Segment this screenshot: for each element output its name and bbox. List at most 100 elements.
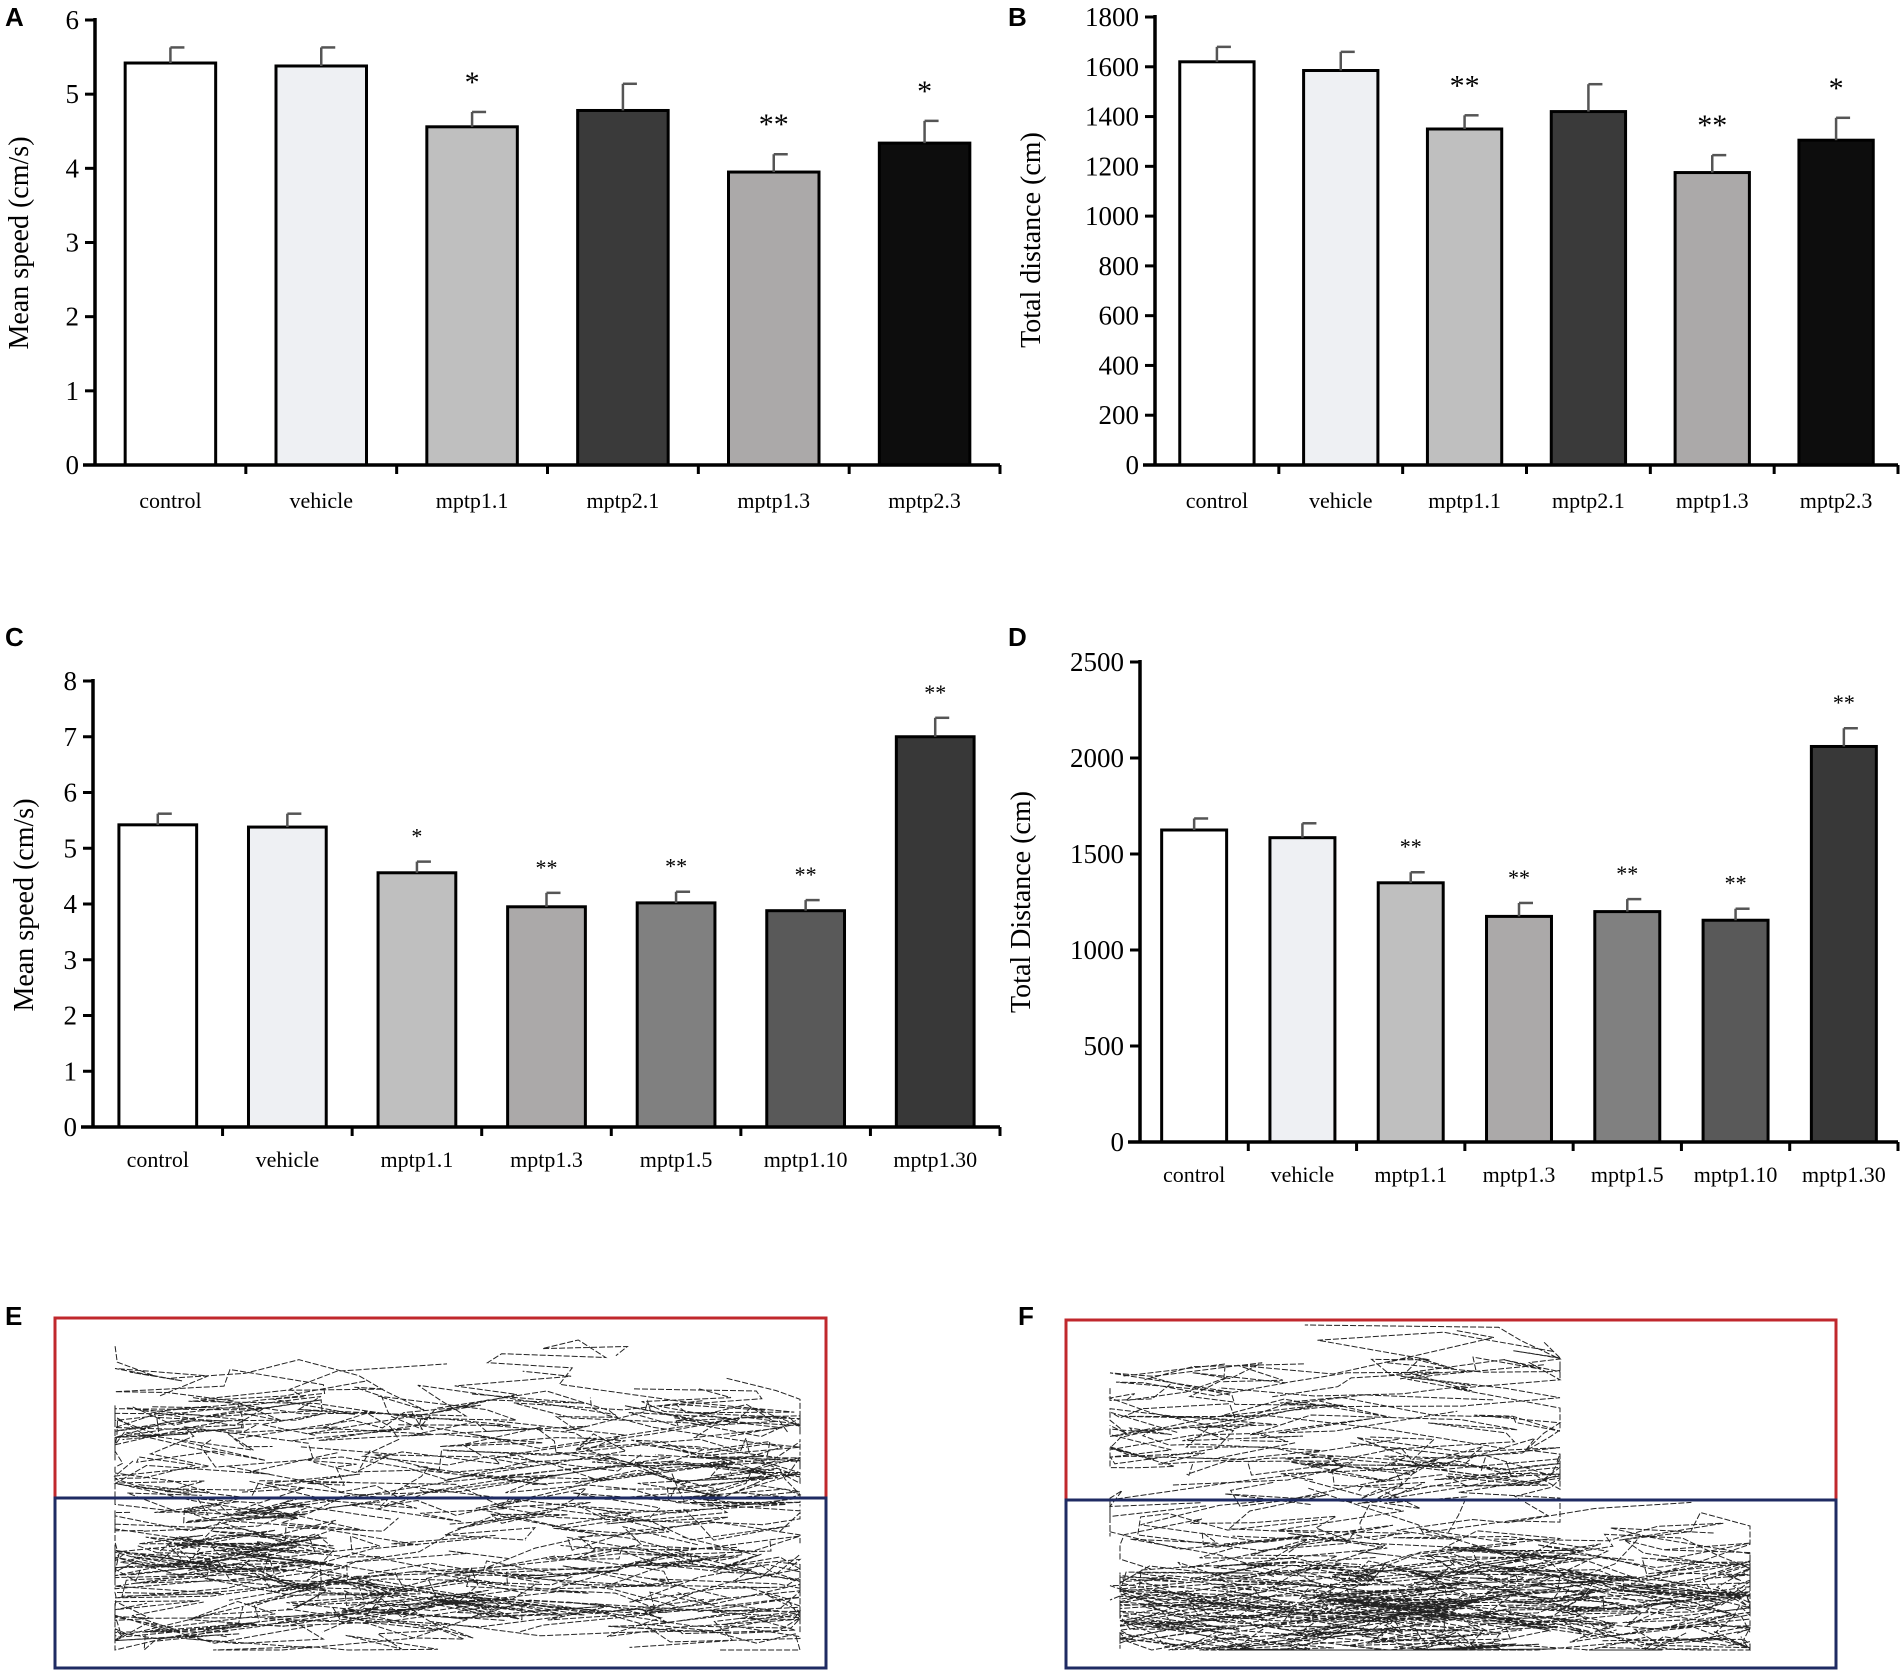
- chart-c-y-tick-label: 6: [64, 778, 78, 808]
- chart-c-significance: **: [536, 855, 558, 880]
- chart-c-y-tick-label: 3: [64, 945, 78, 975]
- chart-c-y-tick-label: 7: [64, 722, 78, 752]
- chart-b-bar-control: [1178, 60, 1256, 467]
- chart-a-bar-mptp2.3: [877, 141, 972, 467]
- chart-a-y-tick-label: 5: [66, 79, 80, 109]
- chart-a-y-tick-label: 3: [66, 228, 80, 258]
- chart-d-category-label: mptp1.3: [1483, 1162, 1556, 1187]
- chart-c-y-tick-label: 8: [64, 666, 78, 696]
- chart-c-category-label: mptp1.10: [764, 1147, 848, 1172]
- chart-b-y-tick-label: 0: [1126, 450, 1140, 480]
- chart-a-significance: *: [465, 66, 480, 99]
- chart-a-y-tick-label: 6: [66, 5, 80, 35]
- track-f-path-trace: [1118, 1501, 1752, 1651]
- chart-c-bar-mptp1.1: [376, 871, 458, 1129]
- chart-a-y-axis-label: Mean speed (cm/s): [4, 136, 35, 349]
- panel-letter-e: E: [5, 1301, 22, 1331]
- chart-b-category-label: mptp1.1: [1428, 488, 1501, 513]
- chart-d-bar-mptp1.30: [1809, 744, 1878, 1144]
- chart-c-significance: **: [795, 862, 817, 887]
- chart-b-significance: *: [1829, 72, 1844, 105]
- chart-c-bar-vehicle: [246, 825, 328, 1129]
- track-f: [1064, 1318, 1838, 1670]
- panel-letter-f: F: [1018, 1301, 1034, 1331]
- chart-a-bar-mptp1.3: [727, 170, 821, 467]
- chart-d-significance: **: [1725, 871, 1747, 896]
- chart-b-y-tick-label: 1000: [1085, 201, 1139, 231]
- chart-a-y-tick-label: 1: [66, 376, 80, 406]
- chart-b-bar-mptp2.3: [1797, 138, 1875, 467]
- chart-b-y-tick-label: 600: [1099, 301, 1140, 331]
- panel-letter-a: A: [5, 2, 24, 32]
- track-e-path: [113, 1339, 802, 1652]
- track-f-path-trace: [1108, 1324, 1562, 1601]
- chart-d-bar-mptp1.3: [1485, 914, 1553, 1144]
- chart-a-y-tick-label: 4: [66, 153, 80, 183]
- chart-d-y-tick-label: 2000: [1070, 743, 1124, 773]
- chart-c-category-label: vehicle: [256, 1147, 320, 1172]
- chart-a-category-label: mptp2.1: [587, 488, 660, 513]
- chart-c-significance: **: [665, 854, 687, 879]
- track-e-bottom-zone: [53, 1496, 828, 1670]
- chart-d-y-tick-label: 1500: [1070, 839, 1124, 869]
- chart-b-bar-mptp2.1: [1549, 110, 1628, 467]
- chart-a-bar-mptp1.1: [425, 125, 519, 467]
- track-f-path: [1108, 1324, 1752, 1651]
- panel-letter-c: C: [5, 622, 24, 652]
- chart-b-bar-mptp1.1: [1425, 127, 1504, 467]
- chart-b-significance: **: [1697, 109, 1727, 142]
- chart-b-y-tick-label: 200: [1099, 400, 1140, 430]
- chart-c-category-label: control: [127, 1147, 189, 1172]
- chart-b-y-axis-label: Total distance (cm): [1016, 132, 1047, 348]
- chart-d-y-tick-label: 0: [1111, 1127, 1125, 1157]
- chart-c-y-tick-label: 2: [64, 1001, 78, 1031]
- chart-a-mean-speed: Mean speed (cm/s) 0 1 2 3 4 5 6 control vehicle * m…: [4, 5, 1002, 513]
- chart-c-bar-mptp1.30: [894, 735, 976, 1129]
- chart-b-y-tick-label: 1400: [1085, 102, 1139, 132]
- chart-d-significance: **: [1616, 861, 1638, 886]
- chart-d-bar-control: [1160, 828, 1229, 1144]
- chart-d-category-label: control: [1163, 1162, 1225, 1187]
- chart-a-category-label: mptp1.3: [737, 488, 810, 513]
- chart-b-category-label: mptp2.1: [1552, 488, 1625, 513]
- chart-a-bar-mptp2.1: [576, 108, 670, 467]
- chart-b-category-label: vehicle: [1309, 488, 1373, 513]
- chart-c-significance: *: [411, 824, 422, 849]
- chart-d-category-label: mptp1.30: [1802, 1162, 1886, 1187]
- chart-c-mean-speed: Mean speed (cm/s) 0 1 2 3 4 5 6 7 8 control vehicle…: [9, 666, 1002, 1172]
- chart-b-y-tick-label: 800: [1099, 251, 1140, 281]
- chart-d-y-tick-label: 500: [1084, 1031, 1125, 1061]
- chart-c-y-tick-label: 0: [64, 1112, 78, 1142]
- chart-b-category-label: control: [1186, 488, 1248, 513]
- chart-d-y-tick-label: 1000: [1070, 935, 1124, 965]
- chart-d-significance: **: [1833, 690, 1855, 715]
- chart-c-bar-mptp1.3: [506, 905, 587, 1129]
- chart-c-bar-mptp1.10: [765, 909, 847, 1129]
- chart-b-y-tick-label: 400: [1099, 350, 1140, 380]
- chart-d-category-label: vehicle: [1271, 1162, 1335, 1187]
- chart-b-bar-mptp1.3: [1673, 171, 1751, 467]
- chart-d-significance: **: [1400, 834, 1422, 859]
- chart-c-category-label: mptp1.30: [893, 1147, 977, 1172]
- track-e: [53, 1316, 828, 1670]
- chart-d-y-axis-label: Total Distance (cm): [1006, 791, 1037, 1013]
- chart-c-category-label: mptp1.3: [510, 1147, 583, 1172]
- chart-d-bar-mptp1.1: [1376, 881, 1445, 1144]
- chart-b-total-distance: Total distance (cm) 0 200 400 600 800 1000 1200…: [1016, 2, 1900, 513]
- chart-c-significance: **: [924, 680, 946, 705]
- chart-d-bar-vehicle: [1268, 836, 1337, 1144]
- chart-b-category-label: mptp1.3: [1676, 488, 1749, 513]
- chart-b-y-tick-label: 1600: [1085, 52, 1139, 82]
- chart-c-y-tick-label: 1: [64, 1056, 78, 1086]
- track-f-bottom-zone: [1064, 1498, 1838, 1670]
- chart-a-bar-vehicle: [274, 64, 368, 467]
- chart-c-bar-mptp1.5: [635, 901, 717, 1129]
- chart-a-significance: **: [759, 108, 789, 141]
- chart-a-significance: *: [917, 75, 932, 108]
- track-e-path-trace: [113, 1339, 802, 1652]
- chart-b-y-tick-label: 1200: [1085, 151, 1139, 181]
- chart-c-y-tick-label: 5: [64, 833, 78, 863]
- chart-b-bar-vehicle: [1302, 69, 1380, 467]
- chart-d-bar-mptp1.5: [1593, 910, 1662, 1144]
